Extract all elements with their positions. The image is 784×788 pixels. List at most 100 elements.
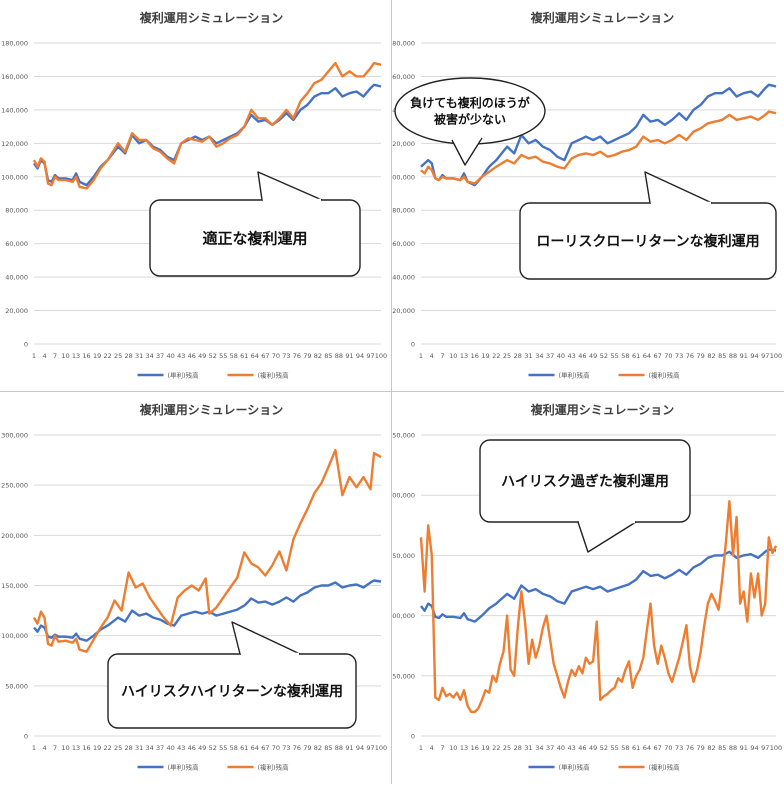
x-tick-label: 67 [654, 744, 662, 752]
legend-label: (単利)残高 [168, 371, 200, 380]
x-tick-label: 52 [209, 744, 217, 752]
x-tick-label: 79 [303, 352, 311, 360]
callout-text: ハイリスク過ぎた複利運用 [501, 473, 669, 490]
x-tick-label: 31 [524, 744, 532, 752]
x-tick-label: 67 [261, 352, 269, 360]
y-tick-label: 100,000 [1, 632, 28, 640]
x-tick-label: 73 [675, 744, 683, 752]
x-tick-label: 76 [686, 744, 694, 752]
x-tick-label: 13 [72, 352, 80, 360]
x-tick-label: 55 [610, 744, 618, 752]
series-line-simple [420, 548, 777, 623]
x-tick-label: 82 [707, 352, 715, 360]
x-tick-label: 31 [524, 352, 532, 360]
x-tick-label: 43 [567, 352, 575, 360]
x-tick-label: 7 [53, 744, 57, 752]
callout-text: 被害が少ない [434, 111, 506, 126]
x-tick-label: 31 [135, 744, 143, 752]
chart-svg-top-right: 複利運用シミュレーション 0 20,000 40,000 60,000 80,000 100… [388, 10, 782, 380]
y-tick-label: 20,000 [5, 307, 28, 315]
x-tick-label: 10 [449, 744, 457, 752]
x-tick-label: 55 [610, 352, 618, 360]
x-tick-label: 22 [103, 352, 111, 360]
y-tick-label: 150,000 [392, 552, 415, 560]
x-tick-label: 100 [375, 352, 387, 360]
x-tick-label: 34 [146, 744, 154, 752]
series-line-simple [33, 83, 382, 187]
chart-svg-bottom-right: 複利運用シミュレーション 0 50,000 100,000 150,000 200,000… [388, 402, 782, 772]
y-tick-label: 50,000 [392, 672, 415, 680]
x-tick-label: 67 [261, 744, 269, 752]
chart-svg-bottom-left: 複利運用シミュレーション 0 50,000 100,000 150,000 200,000… [1, 402, 387, 772]
x-tick-label: 10 [61, 744, 69, 752]
chart-panel-bottom-right: 複利運用シミュレーション 0 50,000 100,000 150,000 200,000… [388, 392, 784, 784]
x-tick-label: 4 [430, 352, 434, 360]
x-tick-label: 28 [514, 352, 522, 360]
x-tick-label: 7 [440, 352, 444, 360]
x-tick-label: 25 [503, 352, 511, 360]
x-tick-label: 4 [42, 352, 46, 360]
y-tick-label: 100,000 [392, 612, 415, 620]
x-tick-label: 79 [697, 744, 705, 752]
x-tick-label: 13 [460, 744, 468, 752]
x-tick-label: 70 [272, 744, 280, 752]
x-tick-label: 73 [282, 352, 290, 360]
y-tick-label: 0 [24, 733, 28, 741]
chart-title: 複利運用シミュレーション [530, 402, 675, 417]
x-tick-label: 40 [557, 744, 565, 752]
y-tick-label: 80,000 [5, 207, 28, 215]
y-tick-label: 300,000 [1, 432, 28, 440]
x-tick-label: 7 [440, 744, 444, 752]
x-tick-label: 19 [481, 352, 489, 360]
y-tick-label: 100,000 [1, 173, 28, 181]
callout-text: 適正な複利運用 [202, 229, 307, 247]
x-tick-label: 1 [419, 352, 423, 360]
y-tick-label: 250,000 [1, 482, 28, 490]
x-tick-label: 58 [230, 352, 238, 360]
x-tick-label: 28 [124, 352, 132, 360]
callout-text: ローリスクローリターンな複利運用 [536, 233, 759, 250]
x-tick-label: 85 [324, 352, 332, 360]
callout-bubble: ローリスクローリターンな複利運用 [519, 171, 777, 280]
x-tick-label: 40 [167, 352, 175, 360]
x-tick-label: 49 [589, 352, 597, 360]
y-tick-label: 80,000 [392, 207, 415, 215]
y-tick-label: 160,000 [1, 73, 28, 81]
x-tick-label: 70 [664, 744, 672, 752]
x-tick-label: 52 [600, 744, 608, 752]
x-tick-label: 67 [654, 352, 662, 360]
x-tick-label: 25 [114, 352, 122, 360]
x-tick-label: 94 [356, 352, 364, 360]
x-tick-label: 55 [219, 352, 227, 360]
chart-panel-top-left: 複利運用シミュレーション 0 20,000 40,000 60,000 80,000 100… [0, 0, 391, 391]
x-tick-label: 46 [578, 744, 586, 752]
x-tick-label: 70 [664, 352, 672, 360]
y-tick-label: 20,000 [392, 307, 415, 315]
legend-label: (単利)残高 [168, 763, 200, 772]
x-tick-label: 25 [503, 744, 511, 752]
series-line-compound [32, 61, 382, 190]
x-tick-label: 43 [177, 744, 185, 752]
x-tick-label: 70 [272, 352, 280, 360]
callout-bubble: ハイリスク過ぎた複利運用 [479, 439, 691, 553]
x-tick-label: 16 [471, 744, 479, 752]
chart-panel-bottom-left: 複利運用シミュレーション 0 50,000 100,000 150,000 200,000… [0, 392, 391, 784]
callout-bubble: 適正な複利運用 [149, 171, 361, 277]
chart-title: 複利運用シミュレーション [139, 402, 284, 417]
panel-divider-vertical [391, 0, 392, 784]
series-line-compound [420, 110, 777, 185]
x-tick-label: 52 [209, 352, 217, 360]
x-tick-label: 82 [314, 744, 322, 752]
x-tick-label: 52 [600, 352, 608, 360]
x-tick-label: 97 [761, 352, 769, 360]
callout-bubble: ハイリスクハイリターンな複利運用 [107, 621, 357, 729]
x-tick-label: 100 [770, 352, 782, 360]
x-tick-label: 43 [567, 744, 575, 752]
callout-text: 負けても複利のほうが [410, 95, 529, 110]
x-tick-label: 97 [761, 744, 769, 752]
x-tick-label: 88 [335, 352, 343, 360]
chart-title: 複利運用シミュレーション [139, 10, 284, 25]
x-tick-label: 58 [230, 744, 238, 752]
x-tick-label: 88 [335, 744, 343, 752]
x-tick-label: 64 [251, 744, 259, 752]
